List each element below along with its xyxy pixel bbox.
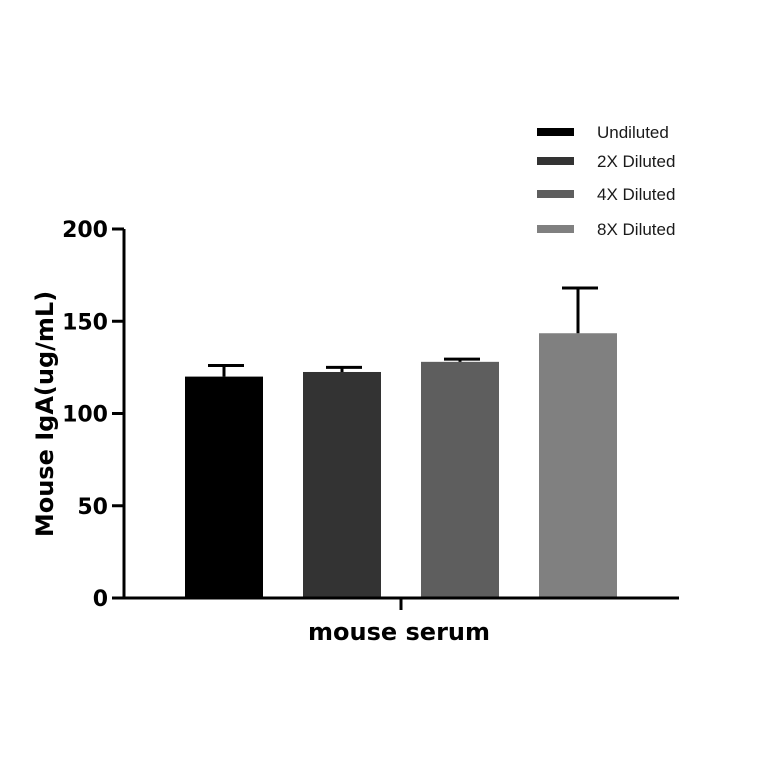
bar-undiluted <box>185 376 263 598</box>
legend-label: 2X Diluted <box>597 152 675 171</box>
legend-label: 4X Diluted <box>597 185 675 204</box>
error-bars <box>208 286 598 377</box>
y-tick-label: 50 <box>77 495 108 520</box>
legend-swatch <box>537 225 574 233</box>
legend-swatch <box>537 128 574 136</box>
bar-8x-diluted <box>539 333 617 598</box>
bar-4x-diluted <box>421 361 499 598</box>
x-axis-title: mouse serum <box>308 618 490 646</box>
legend-label: Undiluted <box>597 123 669 142</box>
legend-swatch <box>537 190 574 198</box>
legend-swatch <box>537 157 574 165</box>
legend: Undiluted 2X Diluted 4X Diluted 8X Diluted <box>537 123 675 239</box>
y-ticks: 0 50 100 150 200 <box>62 218 124 612</box>
bar-2x-diluted <box>303 371 381 598</box>
y-tick-label: 200 <box>62 218 108 243</box>
y-tick-label: 0 <box>93 587 108 612</box>
y-axis-title: Mouse IgA(ug/mL) <box>31 291 59 537</box>
bars <box>185 333 617 598</box>
y-tick-label: 150 <box>62 310 108 335</box>
legend-label: 8X Diluted <box>597 220 675 239</box>
y-tick-label: 100 <box>62 403 108 428</box>
